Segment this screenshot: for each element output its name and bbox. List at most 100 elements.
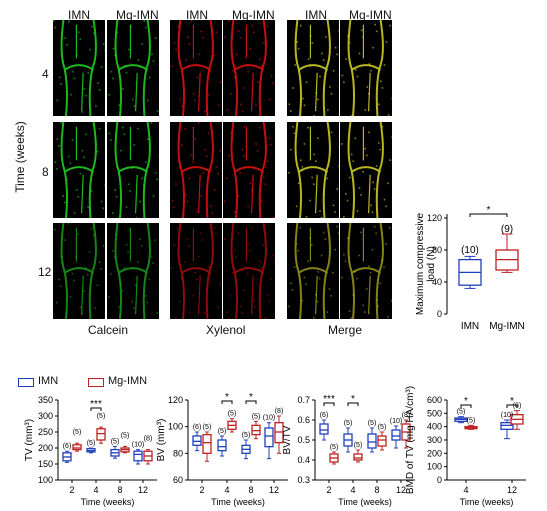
n-label-imn: (5) [87, 440, 96, 447]
y-tick-label: 120 [427, 213, 442, 223]
micrograph-merge-mg-row2 [340, 122, 392, 218]
box-iqr [274, 422, 284, 444]
y-tick-label: 500 [427, 408, 442, 418]
legend: IMN Mg-IMN [18, 375, 178, 390]
box-mg-imn-2 [329, 451, 339, 465]
box-mg-imn-12 [143, 449, 153, 465]
n-label-mg-imn: (5) [378, 424, 387, 431]
box-mg-imn-2 [72, 442, 82, 452]
box-mg-imn-12 [510, 410, 524, 430]
n-label-mg-imn: (5) [330, 444, 339, 451]
box-imn-4 [454, 416, 468, 424]
x-tick-label: 2 [199, 485, 204, 495]
micrograph-xylenol-imn-row1 [170, 20, 222, 116]
n-label-imn: (5) [344, 420, 353, 427]
box-imn-4 [343, 427, 353, 453]
y-label: TV (mm³) [24, 419, 35, 461]
x-label: Time (weeks) [338, 497, 392, 507]
y-tick-label: 0.6 [297, 415, 310, 425]
micrograph-merge-imn-row3 [287, 223, 339, 319]
micrograph-calcein-imn-row3 [53, 223, 105, 319]
x-label: Time (weeks) [81, 497, 135, 507]
box-mg-imn-12 [401, 419, 411, 449]
box-iqr [264, 427, 274, 448]
n-label-imn: (5) [218, 428, 227, 435]
n-label-mg-imn: (5) [252, 413, 261, 420]
box-iqr [202, 434, 212, 454]
row-label-12: 12 [38, 265, 52, 279]
y-tick-label: 150 [38, 459, 53, 469]
col-header-mg-calcein: Mg-IMN [116, 8, 159, 22]
box-iqr [96, 428, 106, 441]
box-mg-imn-8 [377, 431, 387, 451]
y-tick-label: 400 [427, 422, 442, 432]
significance-mark: *** [323, 394, 335, 405]
x-tick-label: 12 [269, 485, 279, 495]
micrograph-calcein-mg-row3 [107, 223, 159, 319]
n-label-imn: (5) [457, 409, 466, 416]
micrograph-xylenol-imn-row2 [170, 122, 222, 218]
significance-bracket [90, 407, 102, 411]
box-mg-imn-8 [120, 445, 130, 454]
micrograph-merge-mg-row3 [340, 223, 392, 319]
x-tick-label: 8 [248, 485, 253, 495]
box-imn-8 [241, 439, 251, 460]
box-mg-imn-4 [353, 449, 363, 463]
box-mg-imn-4 [96, 426, 106, 444]
n-label-mg-imn: (5) [121, 432, 130, 439]
col-header-imn-calcein: IMN [68, 8, 90, 22]
y-tick-label: 300 [427, 435, 442, 445]
significance-bracket [506, 404, 518, 408]
box-iqr [72, 444, 82, 451]
y-tick-label: 0 [437, 475, 442, 485]
n-label-imn: (10) [501, 412, 513, 419]
y-tick-label: 60 [173, 475, 183, 485]
box-iqr [367, 433, 377, 449]
box-mg-imn [495, 233, 519, 273]
n-label-mg-imn: (5) [97, 413, 106, 420]
n-label-mg-imn: (5) [228, 411, 237, 418]
y-tick-label: 0.4 [297, 455, 310, 465]
box-imn [458, 255, 482, 289]
micrograph-xylenol-mg-row3 [223, 223, 275, 319]
significance-mark: * [351, 394, 355, 405]
n-label-imn: (10) [461, 245, 479, 256]
x-tick-label: 12 [507, 485, 517, 495]
box-imn-12 [391, 425, 401, 449]
significance-bracket [460, 404, 472, 408]
box-iqr [251, 424, 261, 436]
n-label-imn: (6) [193, 424, 202, 431]
y-tick-label: 100 [427, 462, 442, 472]
x-tick-label: 8 [374, 485, 379, 495]
n-label-mg-imn: (8) [402, 412, 411, 419]
x-tick-label: 2 [326, 485, 331, 495]
y-tick-label: 200 [427, 448, 442, 458]
box-mg-imn-12 [274, 415, 284, 454]
y-tick-label: 0 [437, 309, 442, 319]
chart-bmd: 0 100 200 300 400 500 600 BMD of TV (mg HA/cm³)… [405, 386, 526, 507]
y-tick-label: 40 [432, 277, 442, 287]
legend-mg-swatch [88, 378, 104, 387]
n-label-imn: (5) [368, 420, 377, 427]
legend-imn-swatch [18, 378, 34, 387]
y-tick-label: 300 [38, 411, 53, 421]
significance-mark: * [487, 205, 491, 216]
micrograph-calcein-mg-row2 [107, 122, 159, 218]
row-label-8: 8 [42, 165, 49, 179]
significance-mark: * [510, 396, 514, 407]
micrograph-merge-imn-row2 [287, 122, 339, 218]
legend-mg-label: Mg-IMN [108, 375, 148, 387]
n-label-mg-imn: (5) [203, 424, 212, 431]
micrograph-merge-mg-row1 [340, 20, 392, 116]
n-label-mg-imn: (8) [275, 408, 284, 415]
x-tick-label-imn: IMN [461, 321, 479, 332]
box-imn-8 [110, 445, 120, 459]
x-tick-label: 12 [138, 485, 148, 495]
box-mg-imn-4 [464, 424, 478, 430]
box-iqr [133, 450, 143, 462]
stain-label-calcein: Calcein [88, 323, 129, 337]
y-tick-label: 200 [38, 443, 53, 453]
y-tick-label: 0.3 [297, 475, 310, 485]
